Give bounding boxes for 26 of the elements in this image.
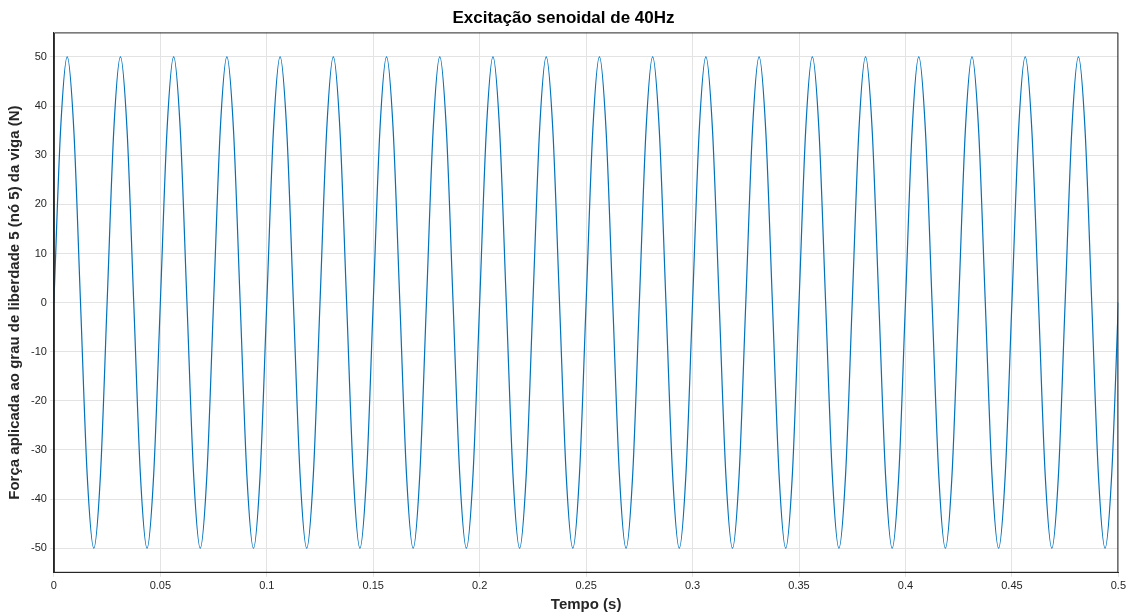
x-tick-label: 0.4: [897, 579, 914, 592]
line-series: [53, 56, 1119, 549]
y-tick-label: 50: [34, 49, 47, 62]
y-tick-label: 10: [34, 246, 47, 259]
x-tick-label: 0.05: [149, 579, 172, 592]
chart-title: Excitação senoidal de 40Hz: [452, 7, 675, 27]
y-tick-label: 20: [34, 197, 47, 210]
x-tick-label: 0: [50, 579, 57, 592]
x-axis-title: Tempo (s): [550, 595, 622, 613]
x-tick-label: 0.1: [259, 579, 275, 592]
y-axis-title: Força aplicada ao grau de liberdade 5 (nó 5) da viga (N): [5, 105, 23, 500]
y-tick-label: 30: [34, 148, 47, 161]
x-tick-label: 0.35: [788, 579, 810, 592]
x-tick-label: 0.5: [1110, 579, 1126, 592]
x-tick-label: 0.3: [684, 579, 701, 592]
y-tick-label: 0: [40, 295, 47, 308]
x-tick-label: 0.2: [472, 579, 488, 592]
x-tick-label: 0.15: [362, 579, 384, 592]
y-tick-label: -30: [30, 443, 47, 456]
x-tick-label: 0.45: [1001, 579, 1023, 592]
x-tick-label: 0.25: [575, 579, 597, 592]
y-tick-label: -40: [30, 492, 47, 505]
y-tick-label: -10: [30, 344, 47, 357]
y-tick-label: 40: [34, 99, 47, 112]
y-tick-label: -50: [30, 541, 47, 554]
y-tick-label: -20: [30, 393, 47, 406]
